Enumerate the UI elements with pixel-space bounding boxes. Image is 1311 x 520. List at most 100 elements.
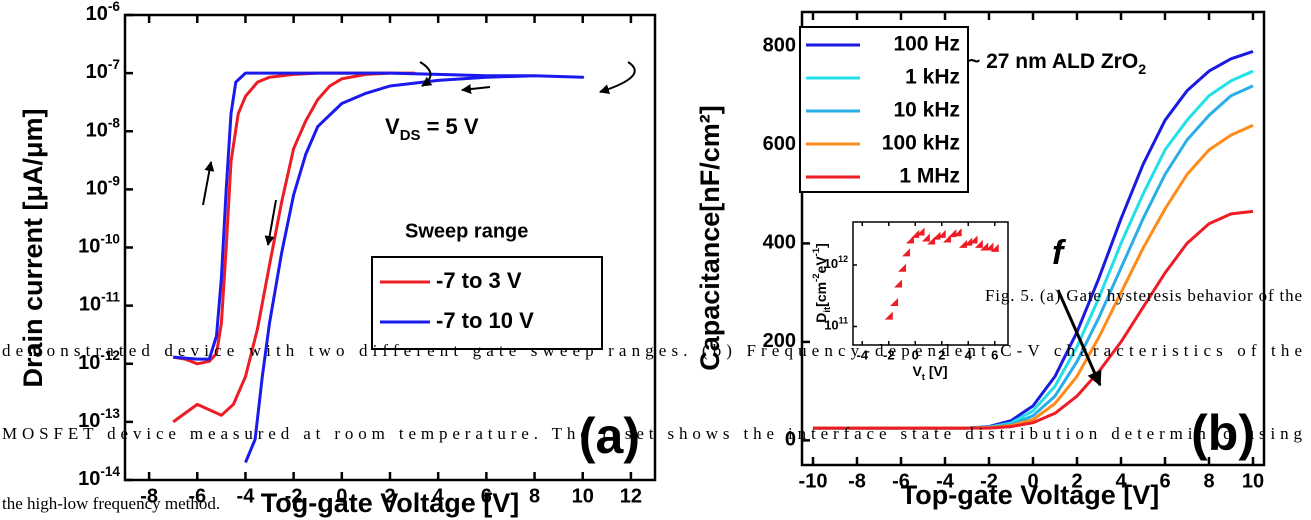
legend-label: 10 kHz [893, 99, 960, 122]
point [884, 311, 893, 320]
point [969, 235, 978, 244]
y-tick-label-part: -11 [101, 290, 120, 305]
y-axis-title: Drain current [μA/μm] [18, 108, 48, 387]
x-tick-label: -10 [799, 470, 828, 492]
y-tick-label: 10-12 [78, 348, 120, 374]
y-axis-title-part: -2 [811, 273, 822, 281]
x-tick-label: 10 [1242, 470, 1264, 492]
point [948, 229, 957, 238]
annotation-part: = 5 V [420, 114, 478, 139]
x-tick-label: 2 [1071, 470, 1082, 492]
point [937, 229, 946, 238]
y-tick-label: 10-7 [86, 57, 120, 83]
y-tick-label-part: -9 [108, 173, 121, 188]
y-tick-label: 600 [763, 133, 796, 155]
x-tick-label: -2 [285, 485, 303, 507]
chart: -8 -6 -4 -2 0 2 4 6 8 10 1210-610-710-810-910-1010… [18, 0, 657, 518]
x-tick-label: 6 [481, 485, 492, 507]
y-axis-title: Capacitance[nF/cm²] [695, 105, 725, 371]
y-tick-label-part: 10 [86, 120, 108, 142]
x-tick-label: -4 [856, 347, 868, 362]
point [911, 229, 920, 238]
x-tick-label: 2 [938, 347, 945, 362]
caption-line: MOSFET device measured at room temperatu… [2, 424, 1303, 443]
x-tick-label: -4 [237, 485, 256, 507]
y-tick-label-part: 10 [78, 236, 100, 258]
x-tick-label: 0 [336, 485, 347, 507]
legend-label: 1 MHz [899, 165, 960, 188]
y-tick-label: 1012 [824, 254, 848, 271]
x-tick-label: 8 [529, 485, 540, 507]
y-tick-label-part: -12 [100, 348, 120, 363]
y-axis-title-part: [cm [813, 282, 829, 307]
x-axis-title-part: t [922, 372, 926, 383]
x-axis-title-part: [V] [925, 363, 948, 379]
x-tick-label: -4 [936, 470, 955, 492]
legend-box [371, 256, 603, 350]
y-tick-label: 10-6 [86, 0, 121, 25]
x-tick-label: 10 [572, 485, 594, 507]
point [990, 243, 999, 252]
y-tick-label-part: 10 [78, 410, 100, 432]
caption-line: the high-low frequency method. [2, 494, 220, 513]
x-tick-label: 12 [620, 485, 642, 507]
y-tick-label: 10-8 [86, 115, 121, 141]
y-tick-label: 10-9 [86, 173, 121, 199]
panel-label: (b) [1191, 405, 1255, 461]
y-tick-label: 200 [763, 330, 796, 352]
y-tick-label-part: 11 [839, 316, 848, 326]
y-tick-label: 10-10 [78, 232, 120, 258]
x-tick-label: 6 [1159, 470, 1170, 492]
arrow [599, 61, 636, 95]
point [916, 227, 925, 236]
annotation: ~ 27 nm ALD ZrO2 [968, 50, 1146, 78]
annotation-part: V [385, 114, 400, 139]
caption-line: Fig. 5. (a) Gate hysteresis behavior of … [985, 286, 1302, 305]
arrow [202, 161, 215, 206]
y-axis-title-part: -1 [811, 247, 822, 256]
x-tick-label: -6 [188, 485, 206, 507]
x-tick-label: 0 [1027, 470, 1038, 492]
legend-label: 100 kHz [882, 132, 960, 155]
y-tick-label: 10-11 [79, 290, 121, 316]
point [894, 279, 903, 288]
legend-label: -7 to 10 V [436, 308, 534, 333]
y-axis-title-part: it [822, 306, 833, 313]
point [974, 239, 983, 248]
y-tick-label: 1011 [824, 316, 848, 333]
legend-label: 1 kHz [905, 66, 960, 89]
series-line [172, 71, 416, 424]
y-tick-label: 400 [763, 232, 796, 254]
y-tick-label-part: 10 [78, 352, 100, 374]
y-tick-label-part: 10 [824, 256, 838, 271]
y-tick-label-part: 12 [838, 254, 848, 264]
x-axis-title-part: V [912, 363, 922, 379]
legend-label: 100 Hz [893, 33, 960, 56]
arrow [419, 61, 433, 87]
point [898, 263, 907, 272]
annotation: f [1052, 234, 1067, 272]
y-tick-label: 0 [785, 429, 796, 451]
legend-title: Sweep range [405, 220, 528, 242]
legend-label: -7 to 3 V [436, 268, 522, 293]
y-tick-label-part: 10 [824, 318, 838, 333]
arrow [461, 84, 491, 95]
x-tick-label: 4 [1115, 470, 1127, 492]
y-tick-label: 10-13 [78, 406, 120, 432]
x-axis-title: Vt [V] [912, 363, 947, 383]
x-tick-label: -6 [892, 470, 910, 492]
x-tick-label: 0 [912, 347, 919, 362]
y-axis-title-part: eV [813, 256, 829, 274]
x-tick-label: 2 [384, 485, 395, 507]
point [927, 236, 936, 245]
y-tick-label-part: -8 [108, 115, 121, 130]
y-tick-label-part: -13 [100, 406, 120, 421]
point [901, 248, 910, 257]
point [921, 233, 930, 242]
x-tick-label: -8 [140, 485, 158, 507]
plot-frame [852, 221, 1009, 346]
y-tick-label-part: -14 [100, 464, 120, 479]
y-tick-label: 10-14 [78, 464, 120, 490]
